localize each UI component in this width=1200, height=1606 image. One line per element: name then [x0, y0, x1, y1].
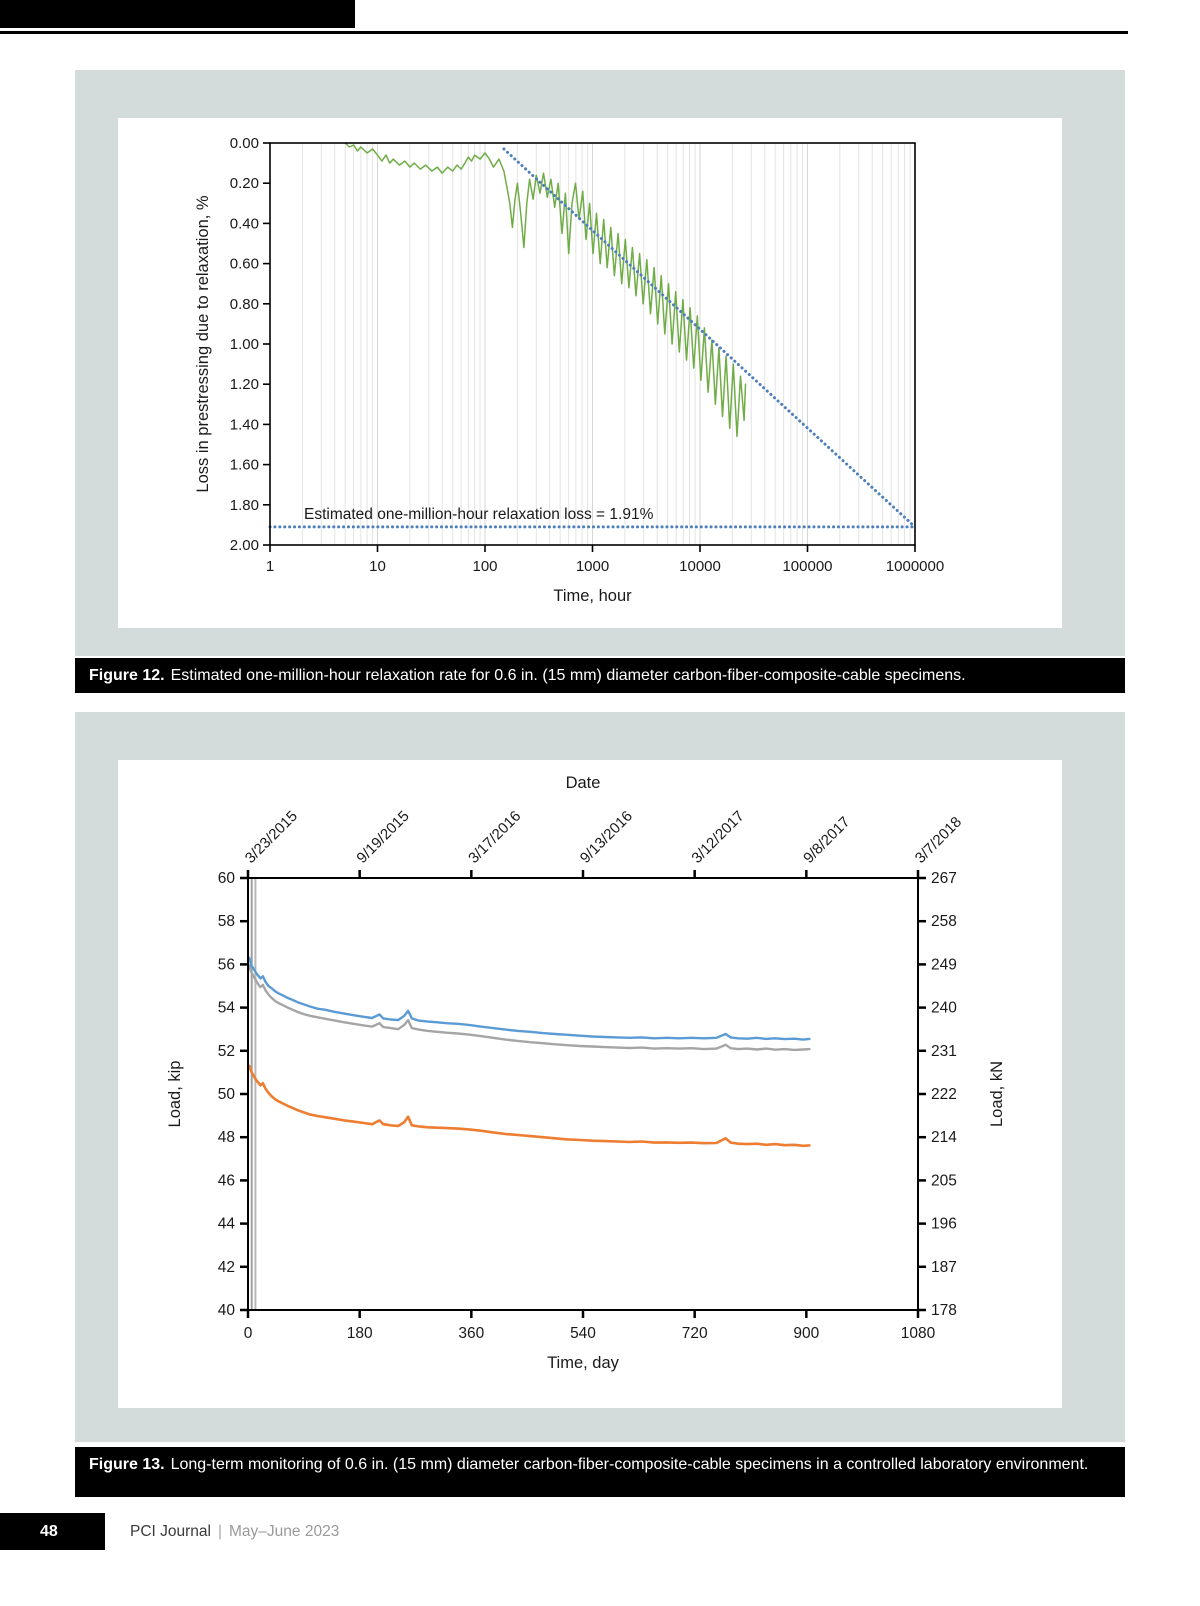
- x-tick-label: 1: [266, 558, 274, 575]
- x-tick-label: 1000000: [886, 558, 944, 575]
- footer: PCI Journal | May–June 2023: [130, 1513, 339, 1550]
- date-tick-label: 3/12/2017: [688, 808, 747, 867]
- bottom-tick-label: 0: [244, 1325, 253, 1342]
- header-rule: [0, 31, 1128, 34]
- bottom-tick-label: 180: [347, 1325, 373, 1342]
- figure13-caption-label: Figure 13.: [89, 1456, 165, 1473]
- right-tick-label: 258: [931, 913, 957, 930]
- footer-separator: |: [217, 1523, 223, 1540]
- left-tick-label: 44: [218, 1216, 236, 1233]
- y-tick-label: 1.20: [230, 376, 259, 393]
- fig13-ylabel-right: Load, kN: [988, 1061, 1006, 1127]
- date-tick-label: 9/19/2015: [353, 808, 412, 867]
- left-tick-label: 54: [218, 1000, 236, 1017]
- left-tick-label: 40: [218, 1302, 236, 1319]
- x-tick-label: 100000: [782, 558, 832, 575]
- right-tick-label: 214: [931, 1129, 957, 1146]
- issue-date: May–June 2023: [229, 1523, 340, 1540]
- figure12-caption-text: Estimated one-million-hour relaxation ra…: [170, 667, 966, 684]
- y-tick-label: 1.80: [230, 497, 259, 514]
- x-tick-label: 100: [472, 558, 497, 575]
- fig13-ylabel-left: Load, kip: [166, 1061, 184, 1128]
- figure12-caption-label: Figure 12.: [89, 667, 165, 684]
- left-tick-label: 58: [218, 913, 235, 930]
- journal-name: PCI Journal: [130, 1523, 211, 1540]
- fig13-series-blue_specimen: [247, 956, 811, 1041]
- fig13-series-gray_specimen: [247, 964, 811, 1052]
- right-tick-label: 231: [931, 1043, 957, 1060]
- right-tick-label: 196: [931, 1216, 957, 1233]
- right-tick-label: 240: [931, 1000, 957, 1017]
- figure13-chart-card: 60 267 58 258 56 249 54 240 52 231 50 222 48 214 46 205…: [118, 760, 1062, 1408]
- y-tick-label: 0.20: [230, 175, 259, 192]
- left-tick-label: 52: [218, 1043, 235, 1060]
- left-tick-label: 46: [218, 1172, 235, 1189]
- bottom-tick-label: 900: [793, 1325, 819, 1342]
- bottom-tick-label: 720: [682, 1325, 708, 1342]
- y-tick-label: 0.60: [230, 256, 259, 273]
- page-number-tab: 48: [0, 1513, 105, 1550]
- fig13-series-orange_specimen: [247, 1064, 811, 1148]
- date-tick-label: 3/7/2018: [912, 814, 965, 867]
- right-tick-label: 187: [931, 1259, 957, 1276]
- bottom-tick-label: 1080: [901, 1325, 936, 1342]
- figure12-caption: Figure 12. Estimated one-million-hour rel…: [75, 658, 1125, 694]
- right-tick-label: 267: [931, 870, 957, 887]
- fig12-annotation: Estimated one-million-hour relaxation lo…: [304, 506, 654, 523]
- bottom-tick-label: 540: [570, 1325, 596, 1342]
- left-tick-label: 42: [218, 1259, 235, 1276]
- bottom-tick-label: 360: [458, 1325, 484, 1342]
- y-tick-label: 2.00: [230, 537, 259, 554]
- date-tick-label: 3/23/2015: [242, 808, 301, 867]
- figure13-caption: Figure 13. Long-term monitoring of 0.6 in…: [75, 1447, 1125, 1497]
- left-tick-label: 60: [218, 870, 236, 887]
- fig12-series-log_linear_extrapolation: [502, 147, 917, 529]
- plot-frame: [247, 877, 919, 1311]
- x-tick-label: 1000: [576, 558, 609, 575]
- right-tick-label: 249: [931, 956, 957, 973]
- figure12-panel: 0.00 0.20 0.40 0.60 0.80 1.00 1.20 1.40 1.60 1.80…: [75, 70, 1125, 656]
- page-number: 48: [40, 1523, 58, 1540]
- date-tick-label: 9/8/2017: [800, 814, 853, 867]
- fig12-xlabel: Time, hour: [553, 587, 632, 605]
- figure13-monitoring-chart: 60 267 58 258 56 249 54 240 52 231 50 222 48 214 46 205…: [166, 774, 1006, 1372]
- right-tick-label: 178: [931, 1302, 957, 1319]
- left-tick-label: 48: [218, 1129, 235, 1146]
- y-tick-label: 0.00: [230, 135, 259, 152]
- left-tick-label: 50: [218, 1086, 236, 1103]
- y-tick-label: 0.40: [230, 215, 259, 232]
- y-tick-label: 1.00: [230, 336, 259, 353]
- x-tick-label: 10000: [679, 558, 721, 575]
- right-tick-label: 222: [931, 1086, 957, 1103]
- figure13-caption-text: Long-term monitoring of 0.6 in. (15 mm) …: [170, 1456, 1089, 1473]
- y-tick-label: 0.80: [230, 296, 259, 313]
- figure12-chart-card: 0.00 0.20 0.40 0.60 0.80 1.00 1.20 1.40 1.60 1.80…: [118, 118, 1062, 628]
- figure12-relaxation-chart: 0.00 0.20 0.40 0.60 0.80 1.00 1.20 1.40 1.60 1.80…: [194, 135, 944, 605]
- left-tick-label: 56: [218, 956, 235, 973]
- figure13-panel: 60 267 58 258 56 249 54 240 52 231 50 222 48 214 46 205…: [75, 712, 1125, 1442]
- fig12-ylabel: Loss in prestressing due to relaxation, …: [194, 195, 212, 492]
- header-black-tab: [0, 0, 355, 28]
- fig13-top-axis-title: Date: [566, 774, 601, 792]
- fig13-xlabel: Time, day: [547, 1354, 620, 1372]
- date-tick-label: 9/13/2016: [577, 808, 636, 867]
- right-tick-label: 205: [931, 1172, 957, 1189]
- date-tick-label: 3/17/2016: [465, 808, 524, 867]
- y-tick-label: 1.60: [230, 457, 259, 474]
- y-tick-label: 1.40: [230, 416, 259, 433]
- x-tick-label: 10: [369, 558, 386, 575]
- fig12-series-measured_relaxation: [344, 142, 747, 438]
